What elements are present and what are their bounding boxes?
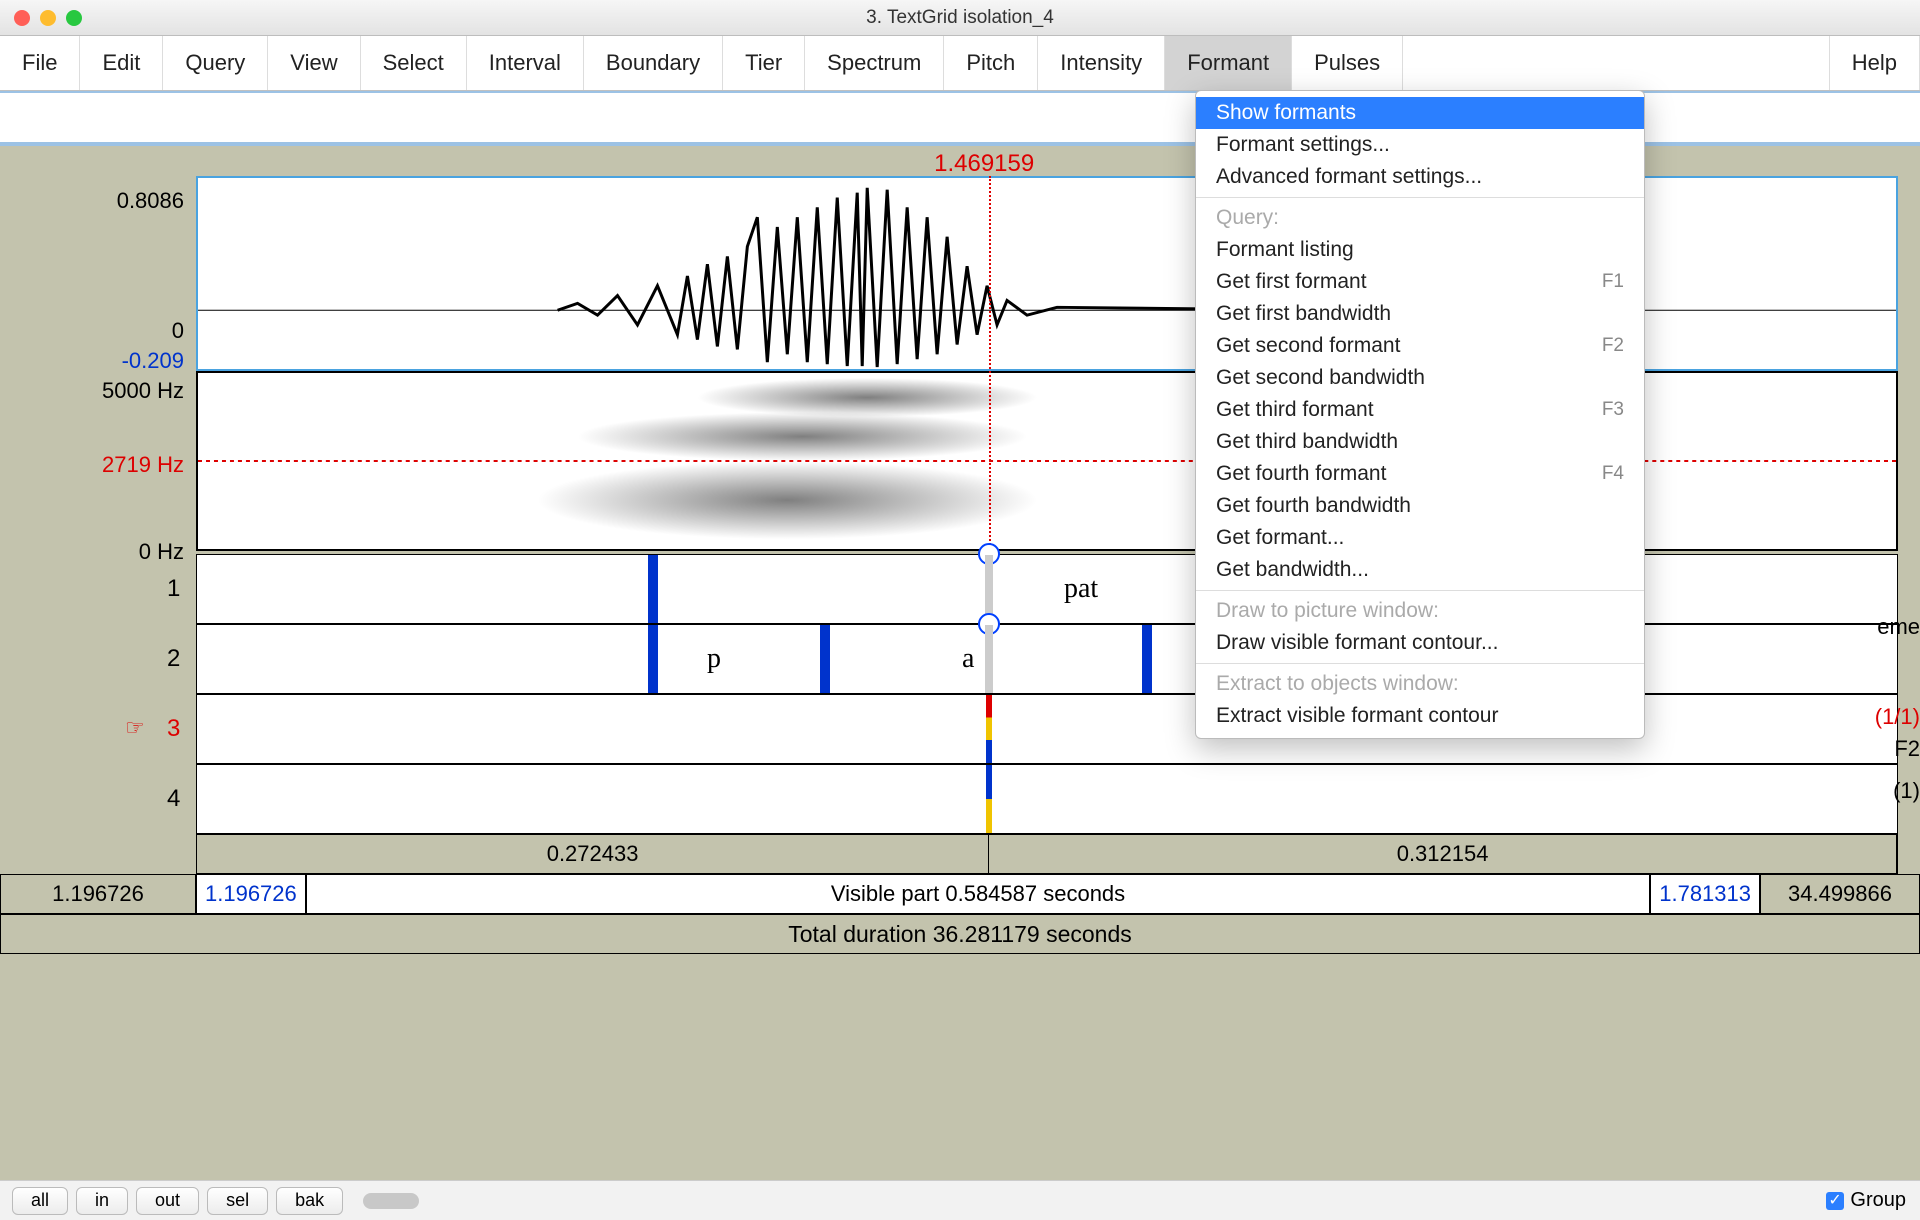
tier2-b2[interactable] bbox=[820, 625, 830, 693]
selection-duration-bar: 0.272433 0.312154 bbox=[196, 834, 1898, 874]
dropdown-item: Extract to objects window: bbox=[1196, 668, 1644, 700]
sel-dur-right: 0.312154 bbox=[989, 835, 1897, 873]
dropdown-item[interactable]: Get fourth bandwidth bbox=[1196, 490, 1644, 522]
menu-edit[interactable]: Edit bbox=[80, 36, 163, 90]
hidden-right: 34.499866 bbox=[1760, 874, 1920, 914]
zoom-out-button[interactable]: out bbox=[136, 1187, 199, 1215]
spec-bottom: 0 Hz bbox=[14, 539, 184, 565]
formant-dropdown[interactable]: Show formantsFormant settings...Advanced… bbox=[1195, 90, 1645, 739]
spec-mid: 2719 Hz bbox=[14, 452, 184, 478]
menu-view[interactable]: View bbox=[268, 36, 360, 90]
menubar: FileEditQueryViewSelectIntervalBoundaryT… bbox=[0, 36, 1920, 91]
dropdown-item[interactable]: Get first formantF1 bbox=[1196, 266, 1644, 298]
menu-file[interactable]: File bbox=[0, 36, 80, 90]
visible-part-bar: 1.196726 1.196726 Visible part 0.584587 … bbox=[0, 874, 1920, 914]
hidden-left: 1.196726 bbox=[0, 874, 196, 914]
cursor-time-label: 1.469159 bbox=[934, 150, 1034, 178]
menu-pulses[interactable]: Pulses bbox=[1292, 36, 1403, 90]
menu-spectrum[interactable]: Spectrum bbox=[805, 36, 944, 90]
total-duration-label: Total duration 36.281179 seconds bbox=[788, 921, 1132, 948]
tier2-seg-p: p bbox=[707, 643, 721, 675]
tier2-cursor-bar[interactable] bbox=[985, 625, 993, 693]
horizontal-scroll-thumb[interactable] bbox=[363, 1193, 419, 1209]
tier-side-eme: eme bbox=[1877, 614, 1920, 640]
tier-side-f2: F2 bbox=[1894, 736, 1920, 762]
zoom-sel-button[interactable]: sel bbox=[207, 1187, 268, 1215]
sel-dur-left: 0.272433 bbox=[197, 835, 989, 873]
menu-intensity[interactable]: Intensity bbox=[1038, 36, 1165, 90]
visible-start: 1.196726 bbox=[196, 874, 306, 914]
wave-ymid: 0 bbox=[14, 318, 184, 344]
menu-boundary[interactable]: Boundary bbox=[584, 36, 723, 90]
dropdown-item[interactable]: Advanced formant settings... bbox=[1196, 161, 1644, 193]
wave-ymin: -0.209 bbox=[14, 348, 184, 374]
tier2-b3[interactable] bbox=[1142, 625, 1152, 693]
dropdown-item[interactable]: Get first bandwidth bbox=[1196, 298, 1644, 330]
dropdown-item[interactable]: Extract visible formant contour bbox=[1196, 700, 1644, 732]
zoom-all-button[interactable]: all bbox=[12, 1187, 68, 1215]
window-title: 3. TextGrid isolation_4 bbox=[0, 7, 1920, 29]
tier1-boundary[interactable] bbox=[648, 555, 658, 623]
wave-ymax: 0.8086 bbox=[14, 188, 184, 214]
menu-tier[interactable]: Tier bbox=[723, 36, 805, 90]
visible-end: 1.781313 bbox=[1650, 874, 1760, 914]
dropdown-item[interactable]: Get third formantF3 bbox=[1196, 394, 1644, 426]
total-duration-bar: Total duration 36.281179 seconds bbox=[0, 914, 1920, 954]
bottom-toolbar: allinoutselbak Group bbox=[0, 1180, 1920, 1220]
tier2-b1[interactable] bbox=[648, 625, 658, 693]
group-label: Group bbox=[1850, 1189, 1906, 1212]
zoom-in-button[interactable]: in bbox=[76, 1187, 128, 1215]
tier1-label: pat bbox=[1064, 573, 1098, 605]
tier-2-number: 2 bbox=[167, 645, 180, 673]
dropdown-item[interactable]: Formant listing bbox=[1196, 234, 1644, 266]
tier4-cursor-bar[interactable] bbox=[986, 765, 992, 833]
tier3-pointer-icon: ☞ bbox=[125, 715, 145, 741]
menu-interval[interactable]: Interval bbox=[467, 36, 584, 90]
tier3-cursor-bar[interactable] bbox=[986, 695, 992, 763]
tier3-count: (1/1) bbox=[1875, 704, 1920, 730]
dropdown-item[interactable]: Draw visible formant contour... bbox=[1196, 627, 1644, 659]
tier-1-number: 1 bbox=[167, 575, 180, 603]
dropdown-item[interactable]: Get third bandwidth bbox=[1196, 426, 1644, 458]
dropdown-item[interactable]: Show formants bbox=[1196, 97, 1644, 129]
dropdown-item[interactable]: Get second bandwidth bbox=[1196, 362, 1644, 394]
dropdown-item[interactable]: Get fourth formantF4 bbox=[1196, 458, 1644, 490]
dropdown-item[interactable]: Formant settings... bbox=[1196, 129, 1644, 161]
visible-label: Visible part 0.584587 seconds bbox=[306, 874, 1650, 914]
zoom-bak-button[interactable]: bak bbox=[276, 1187, 343, 1215]
tier-4[interactable]: 4 bbox=[196, 764, 1898, 834]
tier-side-one: (1) bbox=[1893, 778, 1920, 804]
tier-4-number: 4 bbox=[167, 785, 180, 813]
titlebar: 3. TextGrid isolation_4 bbox=[0, 0, 1920, 36]
group-toggle[interactable]: Group bbox=[1826, 1189, 1906, 1212]
menu-query[interactable]: Query bbox=[163, 36, 268, 90]
dropdown-item[interactable]: Get formant... bbox=[1196, 522, 1644, 554]
dropdown-item[interactable]: Get bandwidth... bbox=[1196, 554, 1644, 586]
group-checkbox[interactable] bbox=[1826, 1192, 1844, 1210]
menu-formant[interactable]: Formant bbox=[1165, 36, 1292, 90]
menu-pitch[interactable]: Pitch bbox=[944, 36, 1038, 90]
tier-3-number: 3 bbox=[167, 715, 180, 743]
app-window: 3. TextGrid isolation_4 FileEditQueryVie… bbox=[0, 0, 1920, 1220]
menu-help[interactable]: Help bbox=[1829, 36, 1920, 90]
dropdown-item: Draw to picture window: bbox=[1196, 595, 1644, 627]
dropdown-item[interactable]: Get second formantF2 bbox=[1196, 330, 1644, 362]
tier2-seg-a: a bbox=[962, 643, 974, 675]
dropdown-item: Query: bbox=[1196, 202, 1644, 234]
menu-select[interactable]: Select bbox=[361, 36, 467, 90]
spec-top: 5000 Hz bbox=[14, 378, 184, 404]
